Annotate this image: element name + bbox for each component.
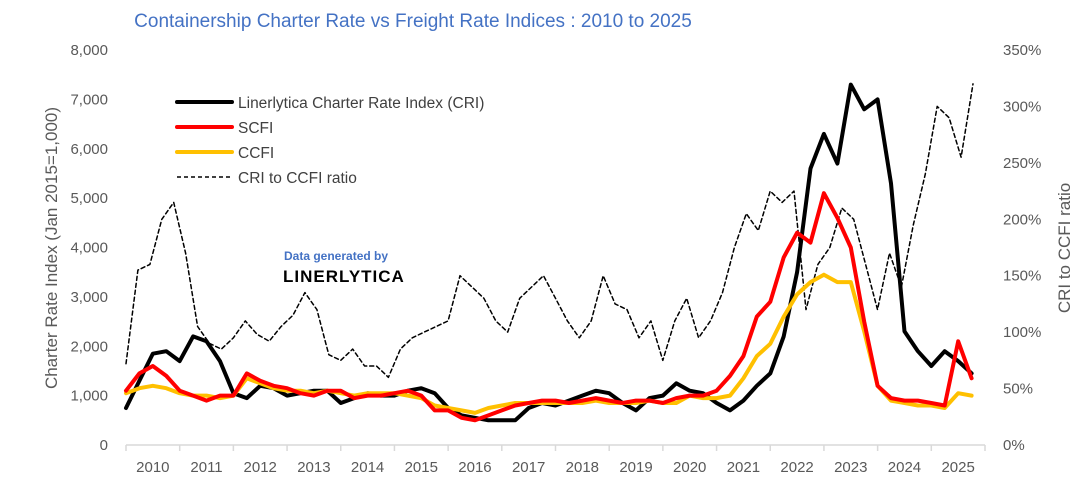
y-tick-label: 1,000 xyxy=(70,388,108,405)
series-line-cri-to-ccfi-ratio xyxy=(125,83,974,379)
y2-tick-label: 350% xyxy=(1003,42,1041,59)
legend-label-ccfi: CCFI xyxy=(238,145,274,162)
y-axis-label: Charter Rate Index (Jan 2015=1,000) xyxy=(42,107,61,389)
y2-tick-label: 150% xyxy=(1003,268,1041,285)
x-tick-label: 2023 xyxy=(834,459,867,476)
y-axis-left: 0 1,000 2,000 3,000 4,000 5,000 6,000 7,000 8,00… xyxy=(70,42,108,454)
x-tick-label: 2018 xyxy=(566,459,599,476)
legend-label-ratio: CRI to CCFI ratio xyxy=(238,170,357,187)
y-tick-label: 8,000 xyxy=(70,42,108,59)
x-tick-label: 2011 xyxy=(190,459,222,476)
y-tick-label: 2,000 xyxy=(70,338,108,355)
x-axis: 2010 2011 2012 2013 2014 2015 2016 2017 2018 2019… xyxy=(125,444,986,476)
chart-title: Containership Charter Rate vs Freight Ra… xyxy=(134,11,692,32)
y-tick-label: 6,000 xyxy=(70,141,108,158)
series-layer xyxy=(124,82,974,423)
y-tick-label: 3,000 xyxy=(70,289,108,306)
x-tick-label: 2020 xyxy=(673,459,706,476)
legend-label-cri: Linerlytica Charter Rate Index (CRI) xyxy=(238,95,484,112)
series-line-ccfi xyxy=(124,272,974,415)
x-tick-label: 2016 xyxy=(458,459,491,476)
x-tick-label: 2025 xyxy=(941,459,974,476)
x-tick-label: 2015 xyxy=(405,459,438,476)
x-tick-label: 2012 xyxy=(244,459,277,476)
x-tick-label: 2021 xyxy=(727,459,760,476)
x-tick-label: 2010 xyxy=(136,459,169,476)
y-tick-label: 5,000 xyxy=(70,190,108,207)
x-tick-label: 2013 xyxy=(297,459,330,476)
x-tick-label: 2017 xyxy=(512,459,545,476)
watermark-logo: LINERLYTICA xyxy=(283,267,405,286)
legend-label-scfi: SCFI xyxy=(238,120,273,137)
series-line-scfi xyxy=(124,191,974,423)
y-tick-label: 7,000 xyxy=(70,91,108,108)
y2-tick-label: 250% xyxy=(1003,155,1041,172)
x-tick-label: 2019 xyxy=(619,459,652,476)
y2-tick-label: 50% xyxy=(1003,381,1033,398)
watermark: Data generated by LINERLYTICA xyxy=(283,249,405,286)
y2-tick-label: 300% xyxy=(1003,98,1041,115)
y2-tick-label: 0% xyxy=(1003,437,1025,454)
y-axis-right: 0% 50% 100% 150% 200% 250% 300% 350% xyxy=(1003,42,1041,454)
y2-tick-label: 100% xyxy=(1003,324,1041,341)
x-tick-label: 2014 xyxy=(351,459,384,476)
y2-axis-label: CRI to CCFI ratio xyxy=(1055,183,1074,313)
y2-tick-label: 200% xyxy=(1003,211,1041,228)
y-tick-label: 4,000 xyxy=(70,240,108,257)
x-tick-label: 2024 xyxy=(888,459,921,476)
y-tick-label: 0 xyxy=(100,437,108,454)
watermark-caption: Data generated by xyxy=(284,249,388,263)
x-tick-label: 2022 xyxy=(780,459,813,476)
legend: Linerlytica Charter Rate Index (CRI) SCF… xyxy=(175,95,484,187)
